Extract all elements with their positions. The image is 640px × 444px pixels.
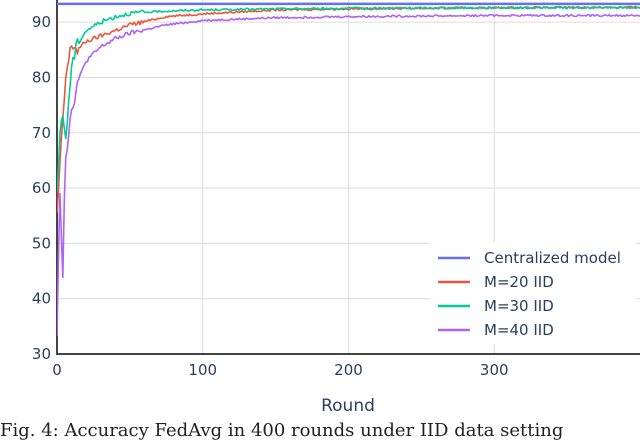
legend-label: M=40 IID bbox=[484, 321, 554, 339]
y-tick-label: 40 bbox=[32, 290, 51, 308]
legend-label: M=20 IID bbox=[484, 273, 554, 291]
y-tick-label: 50 bbox=[32, 234, 51, 252]
axes: 0 100 200 300 30 40 50 60 70 80 90 bbox=[32, 0, 640, 379]
y-tick-label: 60 bbox=[32, 179, 51, 197]
figure-caption: Fig. 4: Accuracy FedAvg in 400 rounds un… bbox=[0, 420, 564, 441]
y-tick-label: 90 bbox=[32, 13, 51, 31]
x-tick-label: 300 bbox=[480, 361, 509, 379]
legend-label: Centralized model bbox=[484, 249, 621, 267]
x-axis-label: Round bbox=[321, 396, 375, 416]
legend-label: M=30 IID bbox=[484, 297, 554, 315]
line-chart: 0 100 200 300 30 40 50 60 70 80 90 Centralized mod… bbox=[32, 0, 640, 416]
x-tick-label: 0 bbox=[52, 361, 62, 379]
y-tick-label: 70 bbox=[32, 124, 51, 142]
y-tick-label: 80 bbox=[32, 68, 51, 86]
series-line-4 bbox=[57, 13, 640, 337]
grid bbox=[57, 0, 640, 354]
legend: Centralized model M=20 IID M=30 IID M=40 II… bbox=[430, 242, 636, 344]
x-tick-label: 200 bbox=[334, 361, 363, 379]
series-lines bbox=[57, 2, 640, 337]
series-line-3 bbox=[57, 5, 640, 193]
x-tick-label: 100 bbox=[188, 361, 217, 379]
y-tick-label: 30 bbox=[32, 345, 51, 363]
